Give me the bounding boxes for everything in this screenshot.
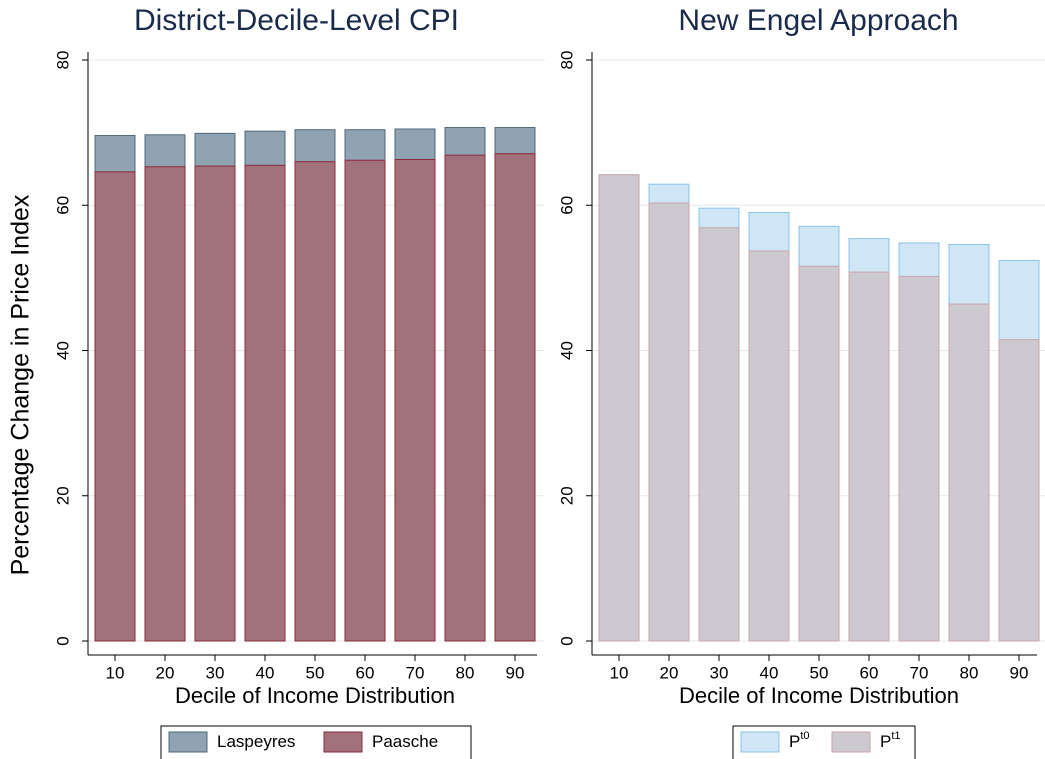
legend-name: P [880,732,891,751]
x-tick-label: 40 [256,663,275,682]
x-tick-label: 50 [306,663,325,682]
x-tick-label: 30 [710,663,729,682]
x-tick-label: 90 [1010,663,1029,682]
x-tick-label: 60 [356,663,375,682]
bar [294,161,336,642]
bar [848,271,890,642]
bar [144,166,186,642]
y-tick-label: 0 [557,636,576,645]
legend-label: Pt1 [880,730,901,752]
bar [244,164,286,642]
x-tick-label: 20 [660,663,679,682]
x-tick-label: 20 [156,663,175,682]
legend-swatch [323,731,363,753]
bar [598,174,640,642]
legend-label: Laspeyres [217,732,295,751]
y-tick-label: 40 [53,341,72,360]
legend-name: Paasche [372,732,438,751]
bar [948,303,990,642]
x-axis-label: Decile of Income Distribution [175,683,455,708]
x-tick-label: 40 [760,663,779,682]
x-axis-label: Decile of Income Distribution [679,683,959,708]
legend-name: Laspeyres [217,732,295,751]
x-tick-label: 90 [506,663,525,682]
y-tick-label: 60 [53,196,72,215]
legend-swatch [831,731,871,753]
x-tick-label: 60 [860,663,879,682]
bar [344,159,386,642]
y-tick-label: 60 [557,196,576,215]
y-tick-label: 80 [557,51,576,70]
y-tick-label: 20 [53,486,72,505]
x-tick-label: 10 [106,663,125,682]
x-tick-label: 80 [960,663,979,682]
bar [648,202,690,642]
bar [798,265,840,642]
bar [698,227,740,642]
legend-swatch [740,731,780,753]
bar [748,250,790,642]
bar [94,171,136,642]
x-tick-label: 70 [406,663,425,682]
x-tick-label: 10 [610,663,629,682]
y-tick-label: 0 [53,636,72,645]
chart-title: New Engel Approach [678,4,958,37]
bar [898,275,940,642]
legend-swatch [168,731,208,753]
x-tick-label: 70 [910,663,929,682]
bar [394,158,436,642]
x-tick-label: 50 [810,663,829,682]
legend-label: Pt0 [789,730,810,752]
chart-title: District-Decile-Level CPI [134,4,459,37]
x-tick-label: 80 [456,663,475,682]
legend-box [160,725,472,759]
y-axis-label: Percentage Change in Price Index [7,194,35,575]
bar [998,339,1040,642]
bar [194,165,236,642]
legend-name: P [789,732,800,751]
y-tick-label: 40 [557,341,576,360]
y-tick-label: 80 [53,51,72,70]
legend-superscript: t0 [800,730,809,742]
x-tick-label: 30 [206,663,225,682]
y-tick-label: 20 [557,486,576,505]
legend-superscript: t1 [891,730,900,742]
bar [444,154,486,642]
bar [494,153,536,642]
legend-label: Paasche [372,732,438,751]
